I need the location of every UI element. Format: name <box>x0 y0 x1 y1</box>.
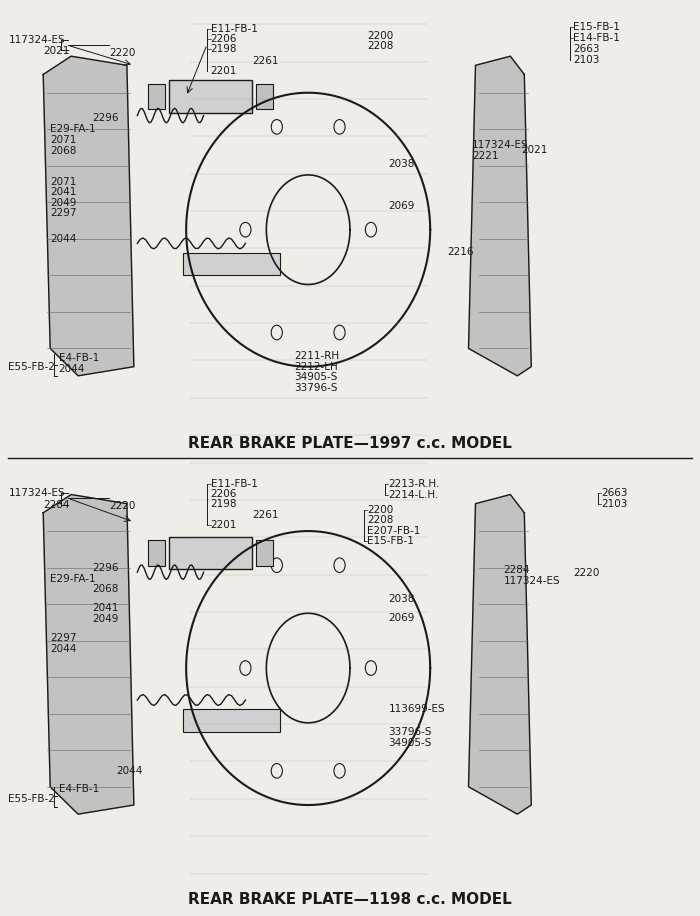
Text: 34905-S: 34905-S <box>294 372 337 382</box>
Text: 2296: 2296 <box>92 114 118 124</box>
Text: 2201: 2201 <box>211 519 237 529</box>
Text: 2044: 2044 <box>50 644 76 654</box>
Bar <box>256 540 273 566</box>
Text: 2198: 2198 <box>211 44 237 54</box>
Text: 2069: 2069 <box>389 201 414 211</box>
Text: 2220: 2220 <box>573 568 599 578</box>
Bar <box>148 540 165 566</box>
Text: 2206: 2206 <box>211 34 237 44</box>
Text: 2021: 2021 <box>43 46 69 56</box>
Text: 2261: 2261 <box>253 56 279 66</box>
Polygon shape <box>468 56 531 376</box>
Text: 2211-RH: 2211-RH <box>294 351 340 361</box>
Polygon shape <box>43 56 134 376</box>
Text: 2103: 2103 <box>601 498 627 508</box>
Text: 2284: 2284 <box>43 499 70 509</box>
Text: E55-FB-2: E55-FB-2 <box>8 362 55 372</box>
Text: E15-FB-1: E15-FB-1 <box>573 22 620 32</box>
Text: 2068: 2068 <box>50 147 76 156</box>
Text: 117324-ES: 117324-ES <box>472 140 528 149</box>
Text: 2071: 2071 <box>50 136 76 146</box>
Text: 117324-ES: 117324-ES <box>8 487 65 497</box>
Polygon shape <box>468 495 531 814</box>
Text: E55-FB-2: E55-FB-2 <box>8 793 55 803</box>
Text: 2261: 2261 <box>253 509 279 519</box>
Text: 2208: 2208 <box>368 515 394 525</box>
Text: E4-FB-1: E4-FB-1 <box>59 784 99 794</box>
Text: E29-FA-1: E29-FA-1 <box>50 574 96 584</box>
Text: 2049: 2049 <box>50 198 76 208</box>
Text: 2068: 2068 <box>92 583 118 594</box>
Text: E29-FA-1: E29-FA-1 <box>50 125 96 135</box>
Bar <box>183 253 280 276</box>
Text: 2216: 2216 <box>447 246 474 256</box>
Text: 2200: 2200 <box>368 31 393 41</box>
Text: 33796-S: 33796-S <box>389 727 432 737</box>
Text: E15-FB-1: E15-FB-1 <box>368 536 414 546</box>
Text: 2044: 2044 <box>59 364 85 374</box>
Text: 2297: 2297 <box>50 633 77 643</box>
Text: 2198: 2198 <box>211 498 237 508</box>
Text: 2212-LH: 2212-LH <box>294 362 338 372</box>
Text: 2201: 2201 <box>211 66 237 76</box>
Text: 34905-S: 34905-S <box>389 738 432 748</box>
Text: 33796-S: 33796-S <box>294 383 337 393</box>
Text: 2069: 2069 <box>389 613 414 623</box>
Text: 117324-ES: 117324-ES <box>503 576 560 586</box>
Text: 2049: 2049 <box>92 614 118 624</box>
Text: 2038: 2038 <box>389 159 414 169</box>
Text: 2220: 2220 <box>109 501 136 511</box>
Text: 2296: 2296 <box>92 562 118 572</box>
Text: 2071: 2071 <box>50 177 76 187</box>
Text: 2663: 2663 <box>573 44 600 54</box>
Text: 2044: 2044 <box>116 767 143 776</box>
Text: E11-FB-1: E11-FB-1 <box>211 24 258 34</box>
Text: 2041: 2041 <box>92 603 118 613</box>
Text: E207-FB-1: E207-FB-1 <box>368 526 421 536</box>
Text: E14-FB-1: E14-FB-1 <box>573 33 620 43</box>
Text: 2284: 2284 <box>503 565 530 575</box>
Bar <box>148 83 165 109</box>
Text: 2038: 2038 <box>389 594 414 604</box>
Text: 2221: 2221 <box>472 151 498 160</box>
Text: REAR BRAKE PLATE—1198 c.c. MODEL: REAR BRAKE PLATE—1198 c.c. MODEL <box>188 892 512 908</box>
Polygon shape <box>43 495 134 814</box>
Text: E4-FB-1: E4-FB-1 <box>59 353 99 363</box>
Text: 117324-ES: 117324-ES <box>8 35 65 45</box>
Bar <box>169 80 253 113</box>
Text: 2041: 2041 <box>50 187 76 197</box>
Bar <box>183 709 280 732</box>
Text: 2663: 2663 <box>601 487 627 497</box>
Text: 2220: 2220 <box>109 49 136 59</box>
Text: REAR BRAKE PLATE—1997 c.c. MODEL: REAR BRAKE PLATE—1997 c.c. MODEL <box>188 436 512 451</box>
Text: 2206: 2206 <box>211 488 237 498</box>
Bar <box>256 83 273 109</box>
Bar <box>169 537 253 570</box>
Text: 2021: 2021 <box>521 146 547 155</box>
Text: 2200: 2200 <box>368 505 393 515</box>
Text: 2214-L.H.: 2214-L.H. <box>389 489 439 499</box>
Text: 2213-R.H.: 2213-R.H. <box>389 478 440 488</box>
Text: 2208: 2208 <box>368 41 394 51</box>
Text: 2044: 2044 <box>50 234 76 244</box>
Text: E11-FB-1: E11-FB-1 <box>211 478 258 488</box>
Text: 113699-ES: 113699-ES <box>389 704 445 714</box>
Text: 2103: 2103 <box>573 55 599 65</box>
Text: 2297: 2297 <box>50 208 77 218</box>
